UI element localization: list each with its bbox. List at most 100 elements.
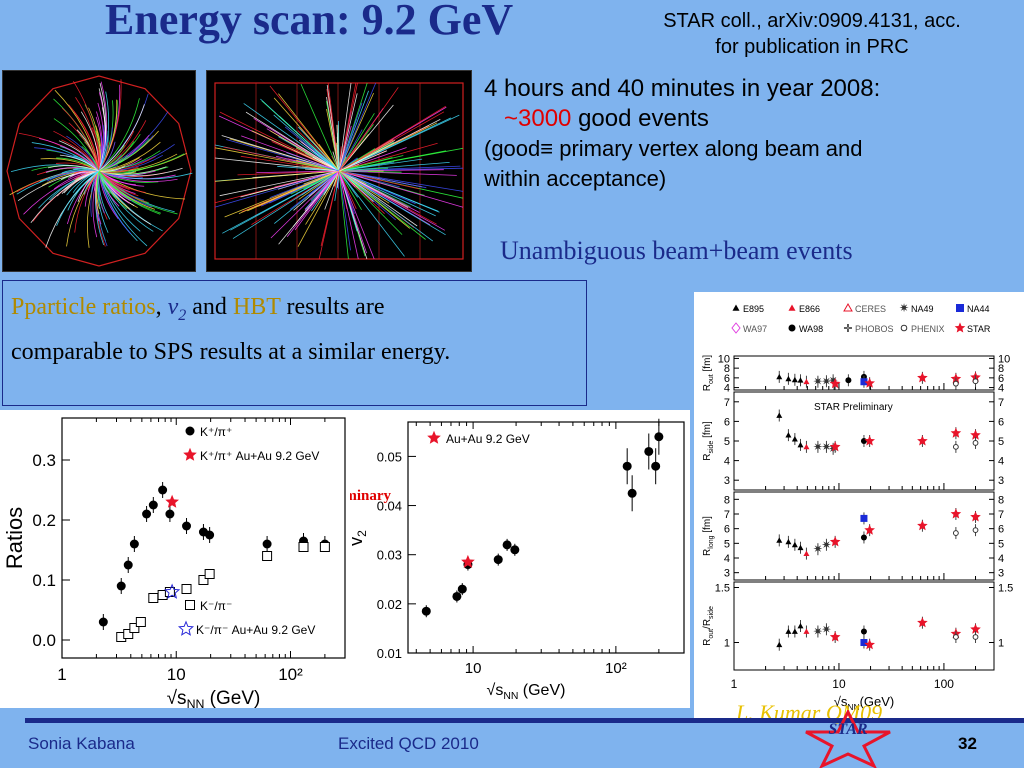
- y-tick-label: 5: [724, 538, 730, 550]
- legend-marker: [183, 447, 197, 461]
- footer-divider: [25, 718, 1024, 723]
- track: [240, 155, 340, 172]
- data-point: [776, 641, 783, 648]
- track: [338, 170, 426, 240]
- legend-label: K⁻/π⁻: [200, 599, 232, 613]
- data-point: [860, 534, 867, 541]
- y-tick-label: 0.1: [32, 571, 56, 590]
- results-rest-2: comparable to SPS results at a similar e…: [11, 338, 451, 365]
- data-point: [952, 443, 959, 450]
- data-point: [165, 494, 179, 508]
- track: [338, 170, 416, 205]
- citation-line-1: STAR coll., arXiv:0909.4131, acc.: [663, 10, 961, 32]
- y-axis-label: Rlong [fm]: [702, 516, 715, 556]
- y-tick-label: 10: [998, 353, 1010, 365]
- track: [39, 138, 100, 172]
- track: [214, 157, 340, 172]
- legend-label: NA44: [967, 304, 990, 314]
- track: [219, 111, 340, 172]
- unambiguous-events-text: Unambiguous beam+beam events: [500, 236, 853, 265]
- data-point: ✷: [813, 542, 823, 556]
- track: [338, 119, 441, 172]
- track: [98, 170, 137, 175]
- track: [232, 170, 340, 239]
- ratios-chart-panel: 0.0 0.1 0.2 0.3 1 10 10² Ratios √sNN (GeV) K⁺/π⁺ K…: [0, 410, 350, 711]
- data-point: [917, 617, 928, 628]
- track: [66, 170, 100, 196]
- y-axis-label: Rout [fm]: [702, 355, 715, 392]
- track: [278, 93, 340, 172]
- y-tick-label: 6: [998, 416, 1004, 428]
- good-definition-1: (good≡ primary vertex along beam and: [484, 136, 863, 161]
- hbt-panel-frame: [733, 355, 995, 391]
- data-point: [970, 429, 981, 440]
- track: [98, 142, 109, 172]
- data-point: [860, 628, 867, 635]
- track: [338, 170, 434, 242]
- y-tick-label: 7: [998, 509, 1004, 521]
- y-tick-label: 6: [998, 524, 1004, 536]
- track: [245, 111, 340, 172]
- data-point: [829, 378, 841, 389]
- data-point: ✷: [813, 625, 823, 639]
- y-tick-label: 3: [724, 568, 730, 580]
- data-point: [461, 554, 475, 568]
- detector-outline: [214, 82, 464, 260]
- data-point: [972, 634, 979, 640]
- data-point: [864, 435, 875, 446]
- data-point: [776, 537, 783, 543]
- y-axis-label: Ratios: [2, 507, 27, 569]
- data-point: ✷: [821, 622, 831, 636]
- y-tick-label: 0.2: [32, 511, 56, 530]
- track: [39, 169, 100, 183]
- track: [304, 170, 340, 211]
- data-point: ✷: [813, 375, 823, 389]
- legend-label: K⁺/π⁺ Au+Au 9.2 GeV: [200, 449, 319, 463]
- plot-frame: [407, 421, 685, 654]
- data-point: [627, 488, 637, 498]
- x-tick-label: 10²: [278, 665, 303, 684]
- track: [214, 170, 340, 208]
- data-point: [493, 555, 503, 565]
- track: [241, 135, 340, 172]
- legend-label: Au+Au 9.2 GeV: [446, 432, 530, 446]
- x-tick-label: 10: [832, 677, 846, 691]
- data-point: [950, 427, 962, 438]
- track: [67, 170, 100, 211]
- track: [338, 104, 394, 172]
- data-point: [510, 545, 520, 555]
- track: [98, 145, 125, 172]
- legend-marker: [427, 430, 441, 444]
- star-preliminary-label: STAR Preliminary: [814, 402, 893, 413]
- legend-marker: [177, 620, 195, 636]
- data-point: [970, 623, 981, 634]
- ratios-chart: 0.0 0.1 0.2 0.3 1 10 10² Ratios √sNN (GeV) K⁺/π⁺ K…: [2, 417, 346, 711]
- data-point: [917, 372, 928, 383]
- results-ratios: Pparticle ratios: [11, 294, 156, 320]
- track: [338, 147, 358, 172]
- track: [98, 170, 154, 232]
- footer-author: Sonia Kabana: [28, 734, 135, 753]
- results-v-sub: 2: [178, 306, 187, 324]
- data-point: [970, 511, 981, 522]
- citation: STAR coll., arXiv:0909.4131, acc. for pu…: [602, 8, 1022, 60]
- data-point: [785, 375, 792, 382]
- data-point: [262, 551, 273, 561]
- y-tick-label: 4: [724, 456, 730, 468]
- data-point: ✷: [821, 538, 831, 552]
- y-tick-label: 7: [724, 509, 730, 521]
- legend-marker: [900, 324, 908, 332]
- y-tick-label: 5: [998, 436, 1004, 448]
- legend-label: PHOBOS: [855, 324, 894, 334]
- data-point: [622, 461, 632, 471]
- track: [59, 154, 100, 172]
- event-display-side-view: [206, 70, 472, 272]
- y-tick-label: 4: [724, 553, 730, 565]
- y-tick-label: 4: [998, 383, 1004, 395]
- track: [338, 170, 464, 208]
- data-point: [803, 378, 810, 385]
- track: [47, 165, 100, 172]
- data-point: [785, 628, 792, 634]
- track: [97, 170, 109, 233]
- track: [338, 120, 340, 172]
